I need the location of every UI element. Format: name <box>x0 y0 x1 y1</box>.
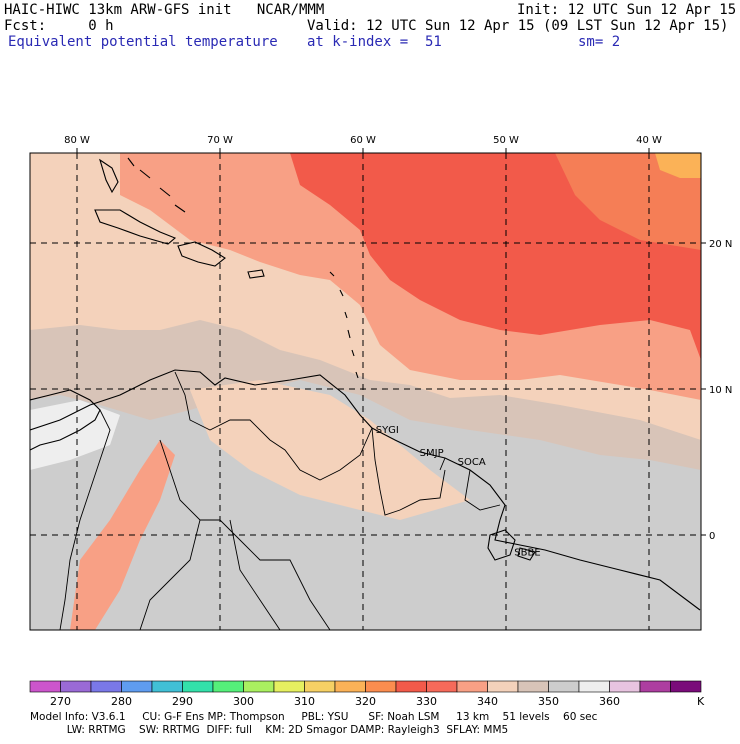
colorbar-swatch <box>639 680 671 693</box>
colorbar-labels: 270 280 290 300 310 320 330 340 350 360 <box>50 695 620 708</box>
field-deep-orange-region <box>555 153 701 250</box>
field-layer <box>30 153 701 630</box>
colorbar-swatch <box>365 680 397 693</box>
colorbar-swatch <box>212 680 244 693</box>
station-label: SOCA <box>458 457 486 468</box>
field-white-region <box>30 400 120 470</box>
field-name-label: Equivalent potential temperature <box>8 34 278 50</box>
smoothing-label: sm= 2 <box>578 34 621 50</box>
colorbar-swatch <box>182 680 214 693</box>
colorbar-swatch <box>151 680 183 693</box>
colorbar-swatch <box>395 680 427 693</box>
colorbar-swatch <box>90 680 122 693</box>
colorbar-swatch <box>456 680 488 693</box>
colorbar-swatch <box>578 680 610 693</box>
central-america-coast <box>30 389 101 451</box>
colorbar <box>29 680 702 693</box>
lon-label: 50 W <box>493 135 519 146</box>
cuba-coast <box>94 209 177 245</box>
colorbar-swatch <box>334 680 366 693</box>
level-label: at k-index = 51 <box>307 34 442 50</box>
header-line2-right: Valid: 12 UTC Sun 12 Apr 15 (09 LST Sun … <box>307 18 729 34</box>
country-borders <box>59 371 501 630</box>
field-far-orange-region <box>655 153 701 178</box>
lon-label: 40 W <box>636 135 662 146</box>
colorbar-swatch <box>487 680 519 693</box>
colorbar-tick-label: 360 <box>599 695 620 708</box>
graticule <box>30 153 701 630</box>
header-line1-left: HAIC-HIWC 13km ARW-GFS init NCAR/MMM <box>4 2 325 18</box>
coastline-layer <box>30 157 701 630</box>
colorbar-tick-label: 280 <box>111 695 132 708</box>
colorbar-swatch <box>243 680 275 693</box>
colorbar-swatch <box>517 680 549 693</box>
colorbar-swatch <box>29 680 61 693</box>
station-labels: SYGI SMJP SOCA SBBE <box>376 425 541 559</box>
colorbar-tick-label: 310 <box>294 695 315 708</box>
puerto-rico-coast <box>247 269 265 279</box>
colorbar-unit: K <box>697 695 705 708</box>
colorbar-swatch <box>60 680 92 693</box>
colorbar-tick-label: 320 <box>355 695 376 708</box>
florida-coast <box>99 158 119 194</box>
lat-label: 20 N <box>709 239 732 250</box>
colorbar-swatch <box>304 680 336 693</box>
amazon-delta-coast <box>487 529 536 561</box>
lon-labels: 80 W 70 W 60 W 50 W 40 W <box>64 135 662 146</box>
lon-label: 80 W <box>64 135 90 146</box>
bahamas-coast <box>127 157 186 213</box>
lesser-antilles-coast <box>329 271 359 379</box>
lat-label: 0 <box>709 531 715 542</box>
colorbar-tick-label: 270 <box>50 695 71 708</box>
lon-label: 60 W <box>350 135 376 146</box>
model-info-line2: LW: RRTMG SW: RRTMG DIFF: full KM: 2D Sm… <box>30 724 509 736</box>
colorbar-swatch <box>609 680 641 693</box>
colorbar-swatch <box>121 680 153 693</box>
tick-marks <box>76 148 706 536</box>
colorbar-swatch <box>273 680 305 693</box>
colorbar-swatch <box>670 680 702 693</box>
map-frame <box>29 152 702 631</box>
colorbar-swatch <box>426 680 458 693</box>
station-label: SMJP <box>420 448 444 459</box>
colorbar-tick-label: 340 <box>477 695 498 708</box>
lat-label: 10 N <box>709 385 732 396</box>
lat-labels: 20 N 10 N 0 <box>709 239 732 542</box>
colorbar-tick-label: 290 <box>172 695 193 708</box>
colorbar-swatch <box>548 680 580 693</box>
colorbar-tick-label: 330 <box>416 695 437 708</box>
lon-label: 70 W <box>207 135 233 146</box>
header-line2-left: Fcst: 0 h <box>4 18 114 34</box>
header-line1-right: Init: 12 UTC Sun 12 Apr 15 <box>517 2 737 18</box>
station-label: SYGI <box>376 425 399 436</box>
colorbar-tick-label: 300 <box>233 695 254 708</box>
model-info-line1: Model Info: V3.6.1 CU: G-F Ens MP: Thomp… <box>30 711 598 723</box>
field-land-peach-region <box>190 380 470 520</box>
colorbar-tick-label: 350 <box>538 695 559 708</box>
station-label: SBBE <box>514 547 540 558</box>
